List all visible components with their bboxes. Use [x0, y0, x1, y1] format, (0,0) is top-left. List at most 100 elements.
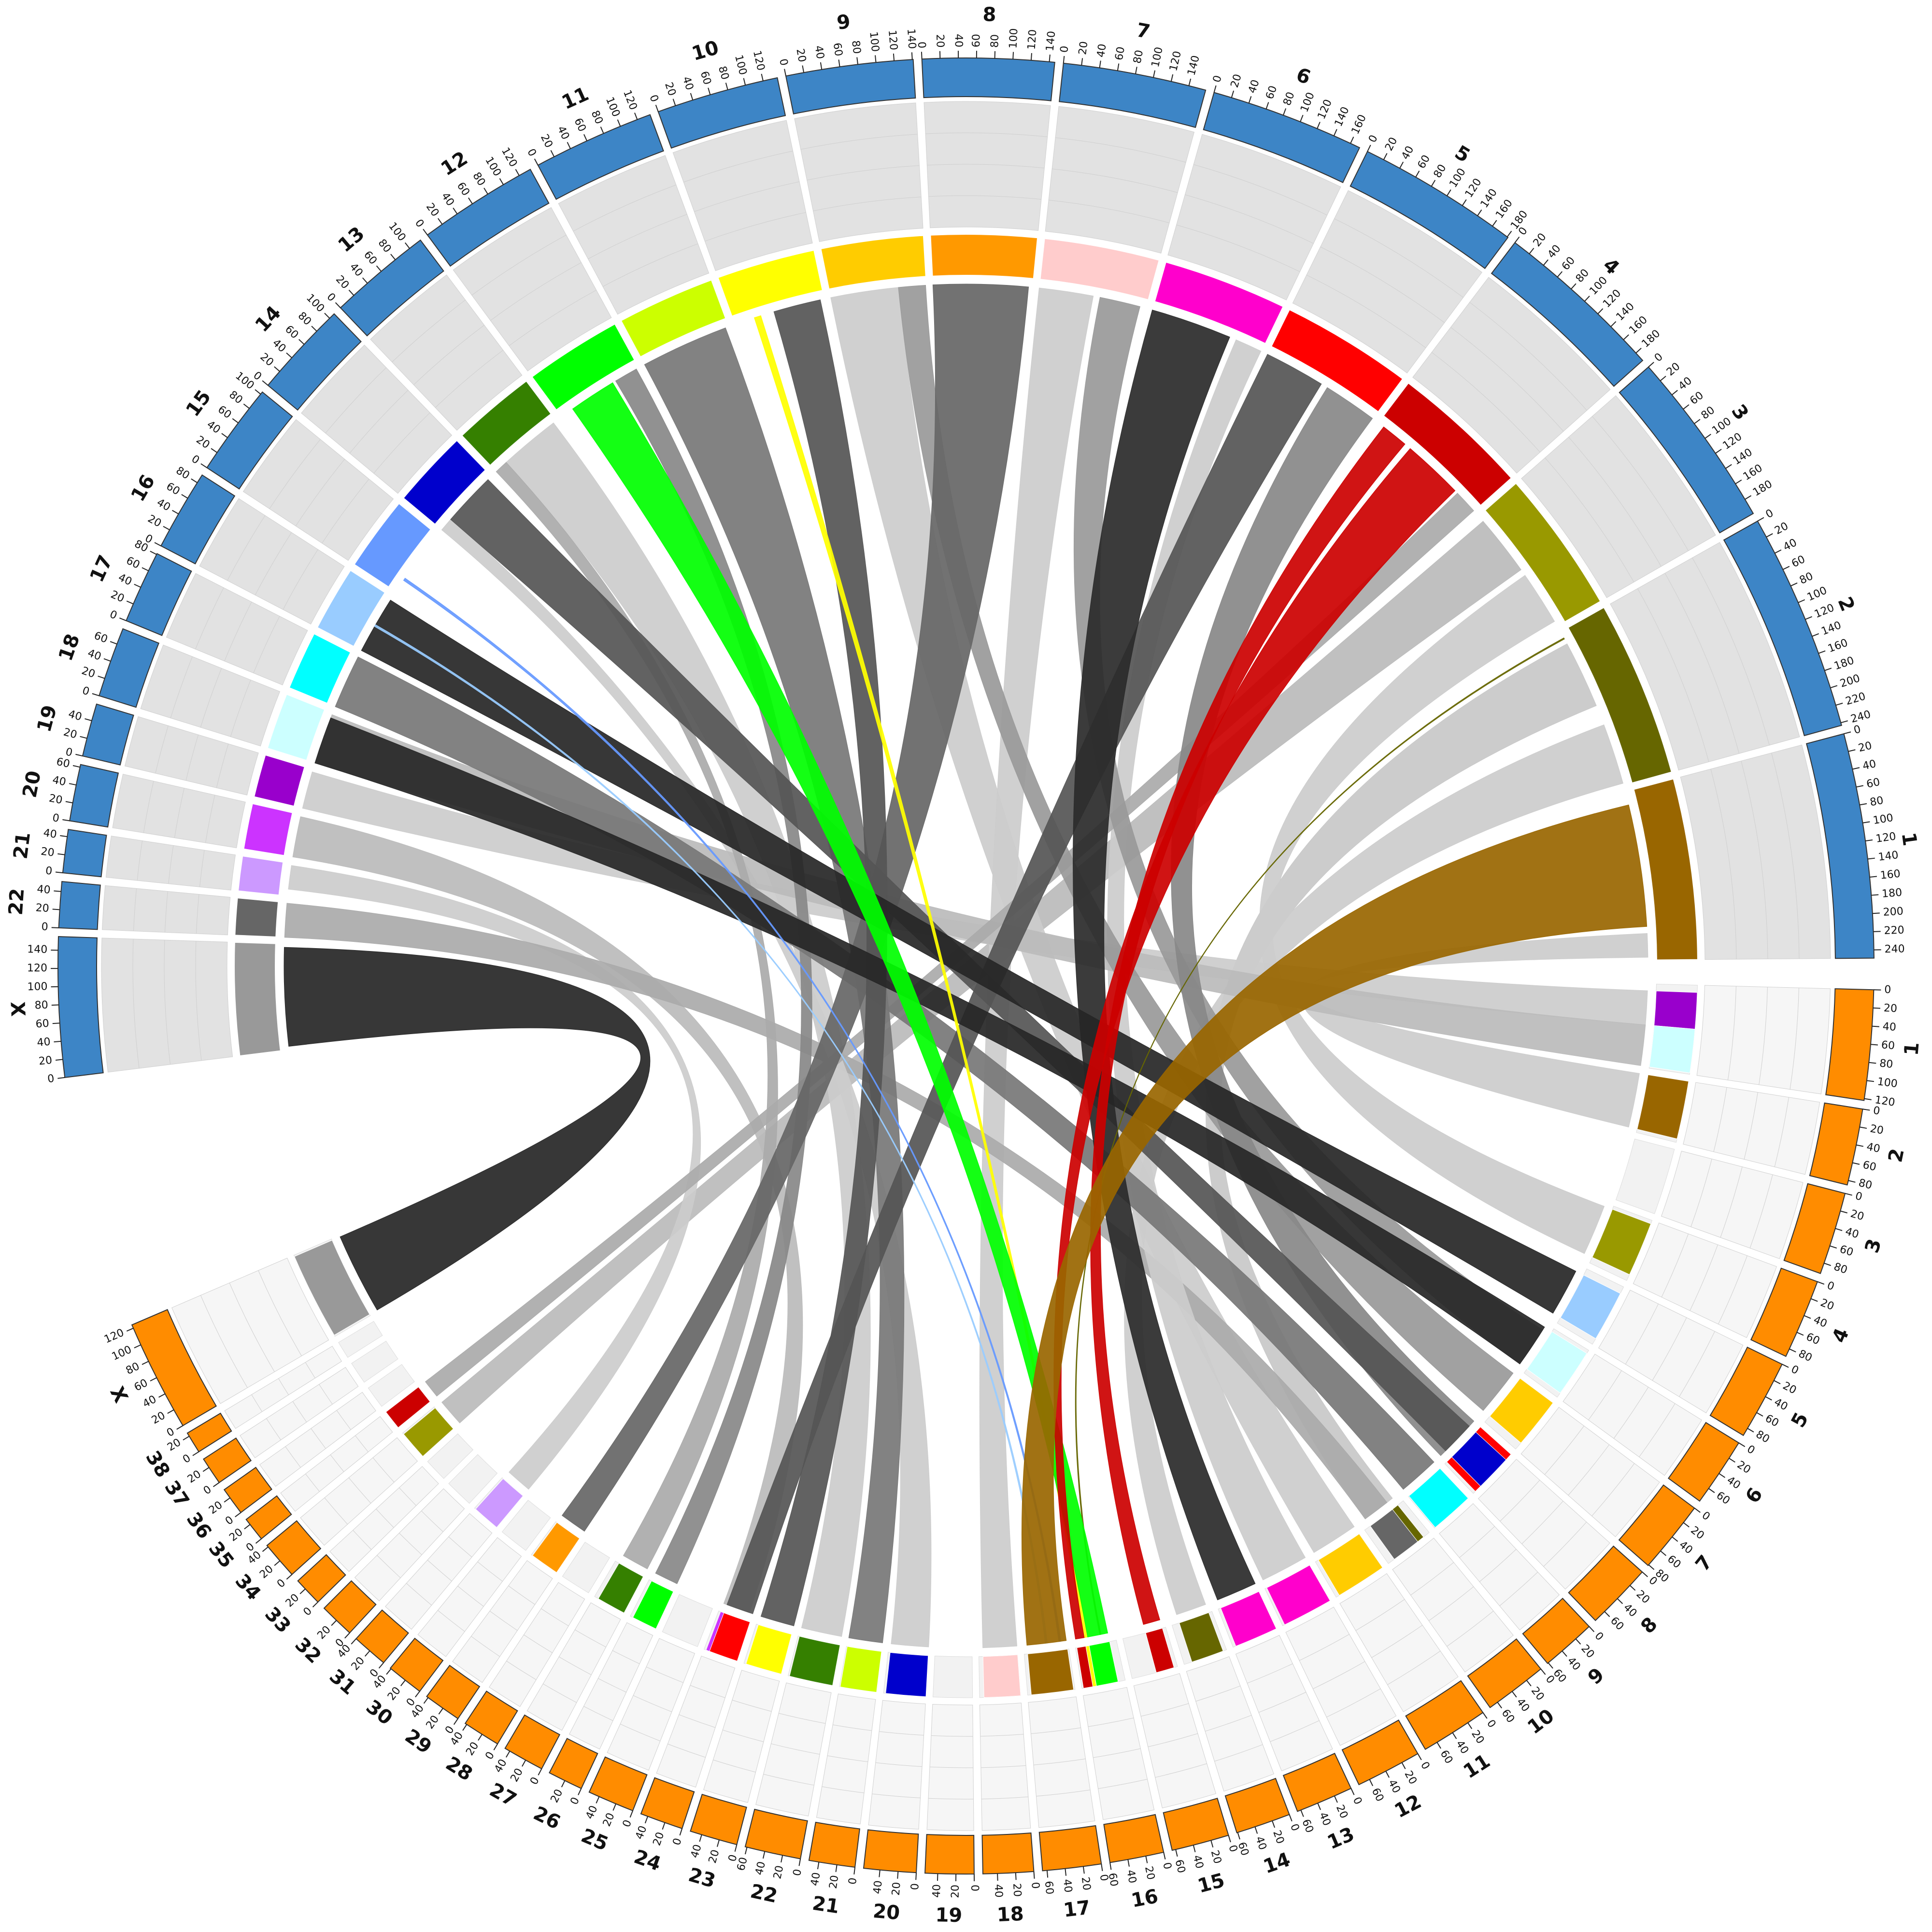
tick-label: 20 [424, 1713, 442, 1731]
tick-label: 0 [1764, 507, 1776, 521]
tick-label: 60 [1804, 1331, 1822, 1347]
track-grid [506, 1661, 537, 1680]
synteny-block [745, 1624, 792, 1675]
data-track [672, 120, 813, 271]
tick-label: 20 [1270, 1829, 1286, 1846]
track-grid [620, 1723, 661, 1742]
track-grid [1637, 588, 1709, 762]
tick-label: 20 [1079, 1876, 1093, 1891]
tick-mark [176, 1425, 184, 1430]
track-grid [168, 845, 174, 884]
tick-label: 20 [1883, 1002, 1897, 1015]
chromosome-ring [288, 633, 352, 704]
chromosome-label: 27 [486, 1779, 520, 1811]
tick-mark [856, 57, 859, 65]
chromosome-ring [717, 249, 824, 317]
tick-label: 140 [1614, 300, 1636, 323]
chromosome-band [537, 114, 664, 200]
tick-label: 0 [568, 1795, 582, 1806]
tick-label: 40 [1565, 1655, 1583, 1673]
tick-mark [1446, 189, 1451, 196]
track-grid [1639, 1403, 1676, 1457]
data-track [199, 498, 345, 625]
tick-mark [1452, 1732, 1457, 1739]
tick-label: 240 [1849, 709, 1872, 725]
tick-label: 120 [499, 145, 519, 169]
tick-label: 0 [1058, 45, 1071, 54]
chromosome-ring [253, 754, 306, 807]
chromosome-band [1723, 520, 1843, 737]
tick-label: 80 [849, 40, 863, 55]
synteny-block [1591, 1209, 1651, 1275]
tick-label: 60 [164, 481, 182, 498]
tick-mark [423, 228, 428, 236]
tick-label: 0 [1097, 1874, 1110, 1882]
track-grid [1270, 1720, 1320, 1742]
synteny-block [1220, 1591, 1277, 1647]
tick-label: 0 [181, 1452, 193, 1466]
tick-mark [1719, 1473, 1726, 1478]
tick-label: 0 [275, 1577, 288, 1591]
track-grid [1727, 986, 1736, 1080]
tick-mark [200, 463, 207, 469]
tick-mark [1873, 931, 1881, 932]
track-grid [763, 1774, 814, 1786]
track-grid [1544, 1425, 1584, 1475]
tick-label: 20 [1529, 1685, 1547, 1703]
track-grid [1749, 1174, 1773, 1249]
tick-mark [567, 142, 571, 149]
tick-mark [1213, 85, 1217, 93]
data-track [794, 102, 923, 242]
synteny-block [1089, 1641, 1119, 1687]
tick-mark [376, 265, 382, 272]
tick-mark [897, 1871, 899, 1879]
tick-mark [1099, 60, 1101, 68]
track-grid [143, 781, 154, 833]
chromosome-label: 28 [442, 1752, 477, 1786]
tick-label: 60 [1369, 1786, 1386, 1804]
track-grid [1258, 1691, 1307, 1713]
tick-label: 0 [1700, 1509, 1712, 1523]
tick-label: 40 [680, 75, 696, 92]
tick-mark [1228, 1835, 1231, 1843]
track-grid [927, 164, 1045, 169]
tick-label: 180 [1508, 208, 1530, 232]
chromosome-band [1825, 988, 1875, 1101]
tick-label: 20 [1208, 1849, 1224, 1865]
tick-label: 20 [1781, 1380, 1798, 1397]
track-grid [1588, 1370, 1622, 1421]
tick-mark [1738, 1442, 1746, 1447]
chromosome-band [1568, 1545, 1643, 1621]
chromosome-band [1282, 1752, 1352, 1812]
tick-label: 60 [455, 180, 472, 198]
chromosome-ring [562, 1542, 610, 1593]
tick-label: 40 [1725, 1474, 1743, 1492]
data-track [1563, 1353, 1703, 1476]
tick-label: 40 [51, 774, 67, 788]
track-grid [490, 262, 582, 321]
tick-label: 140 [1819, 619, 1843, 638]
track-grid [1334, 218, 1463, 298]
tick-mark [286, 1574, 293, 1580]
track-grid [1098, 1779, 1148, 1789]
tick-label: 40 [1317, 1810, 1333, 1827]
data-track [607, 1638, 696, 1771]
chromosome-ring [448, 1454, 498, 1504]
tick-label: 20 [145, 513, 163, 530]
tick-label: 40 [1453, 1738, 1471, 1756]
chromosome-label: 19 [935, 1904, 962, 1927]
chromosome-label: 38 [141, 1447, 174, 1482]
track-grid [1410, 1562, 1454, 1595]
chromosome-band [921, 57, 1055, 101]
chromosome-label: 11 [558, 83, 592, 114]
tick-label: 20 [1857, 739, 1873, 754]
track-grid [348, 1477, 371, 1504]
tick-mark [997, 1873, 998, 1881]
tick-mark [493, 1743, 498, 1750]
tick-mark [1557, 271, 1563, 278]
chromosome-label: 13 [1324, 1823, 1357, 1854]
chromosome-band [426, 1664, 481, 1719]
tick-label: 20 [1773, 520, 1790, 537]
track-grid [1720, 1166, 1743, 1238]
tick-mark [781, 1855, 783, 1863]
